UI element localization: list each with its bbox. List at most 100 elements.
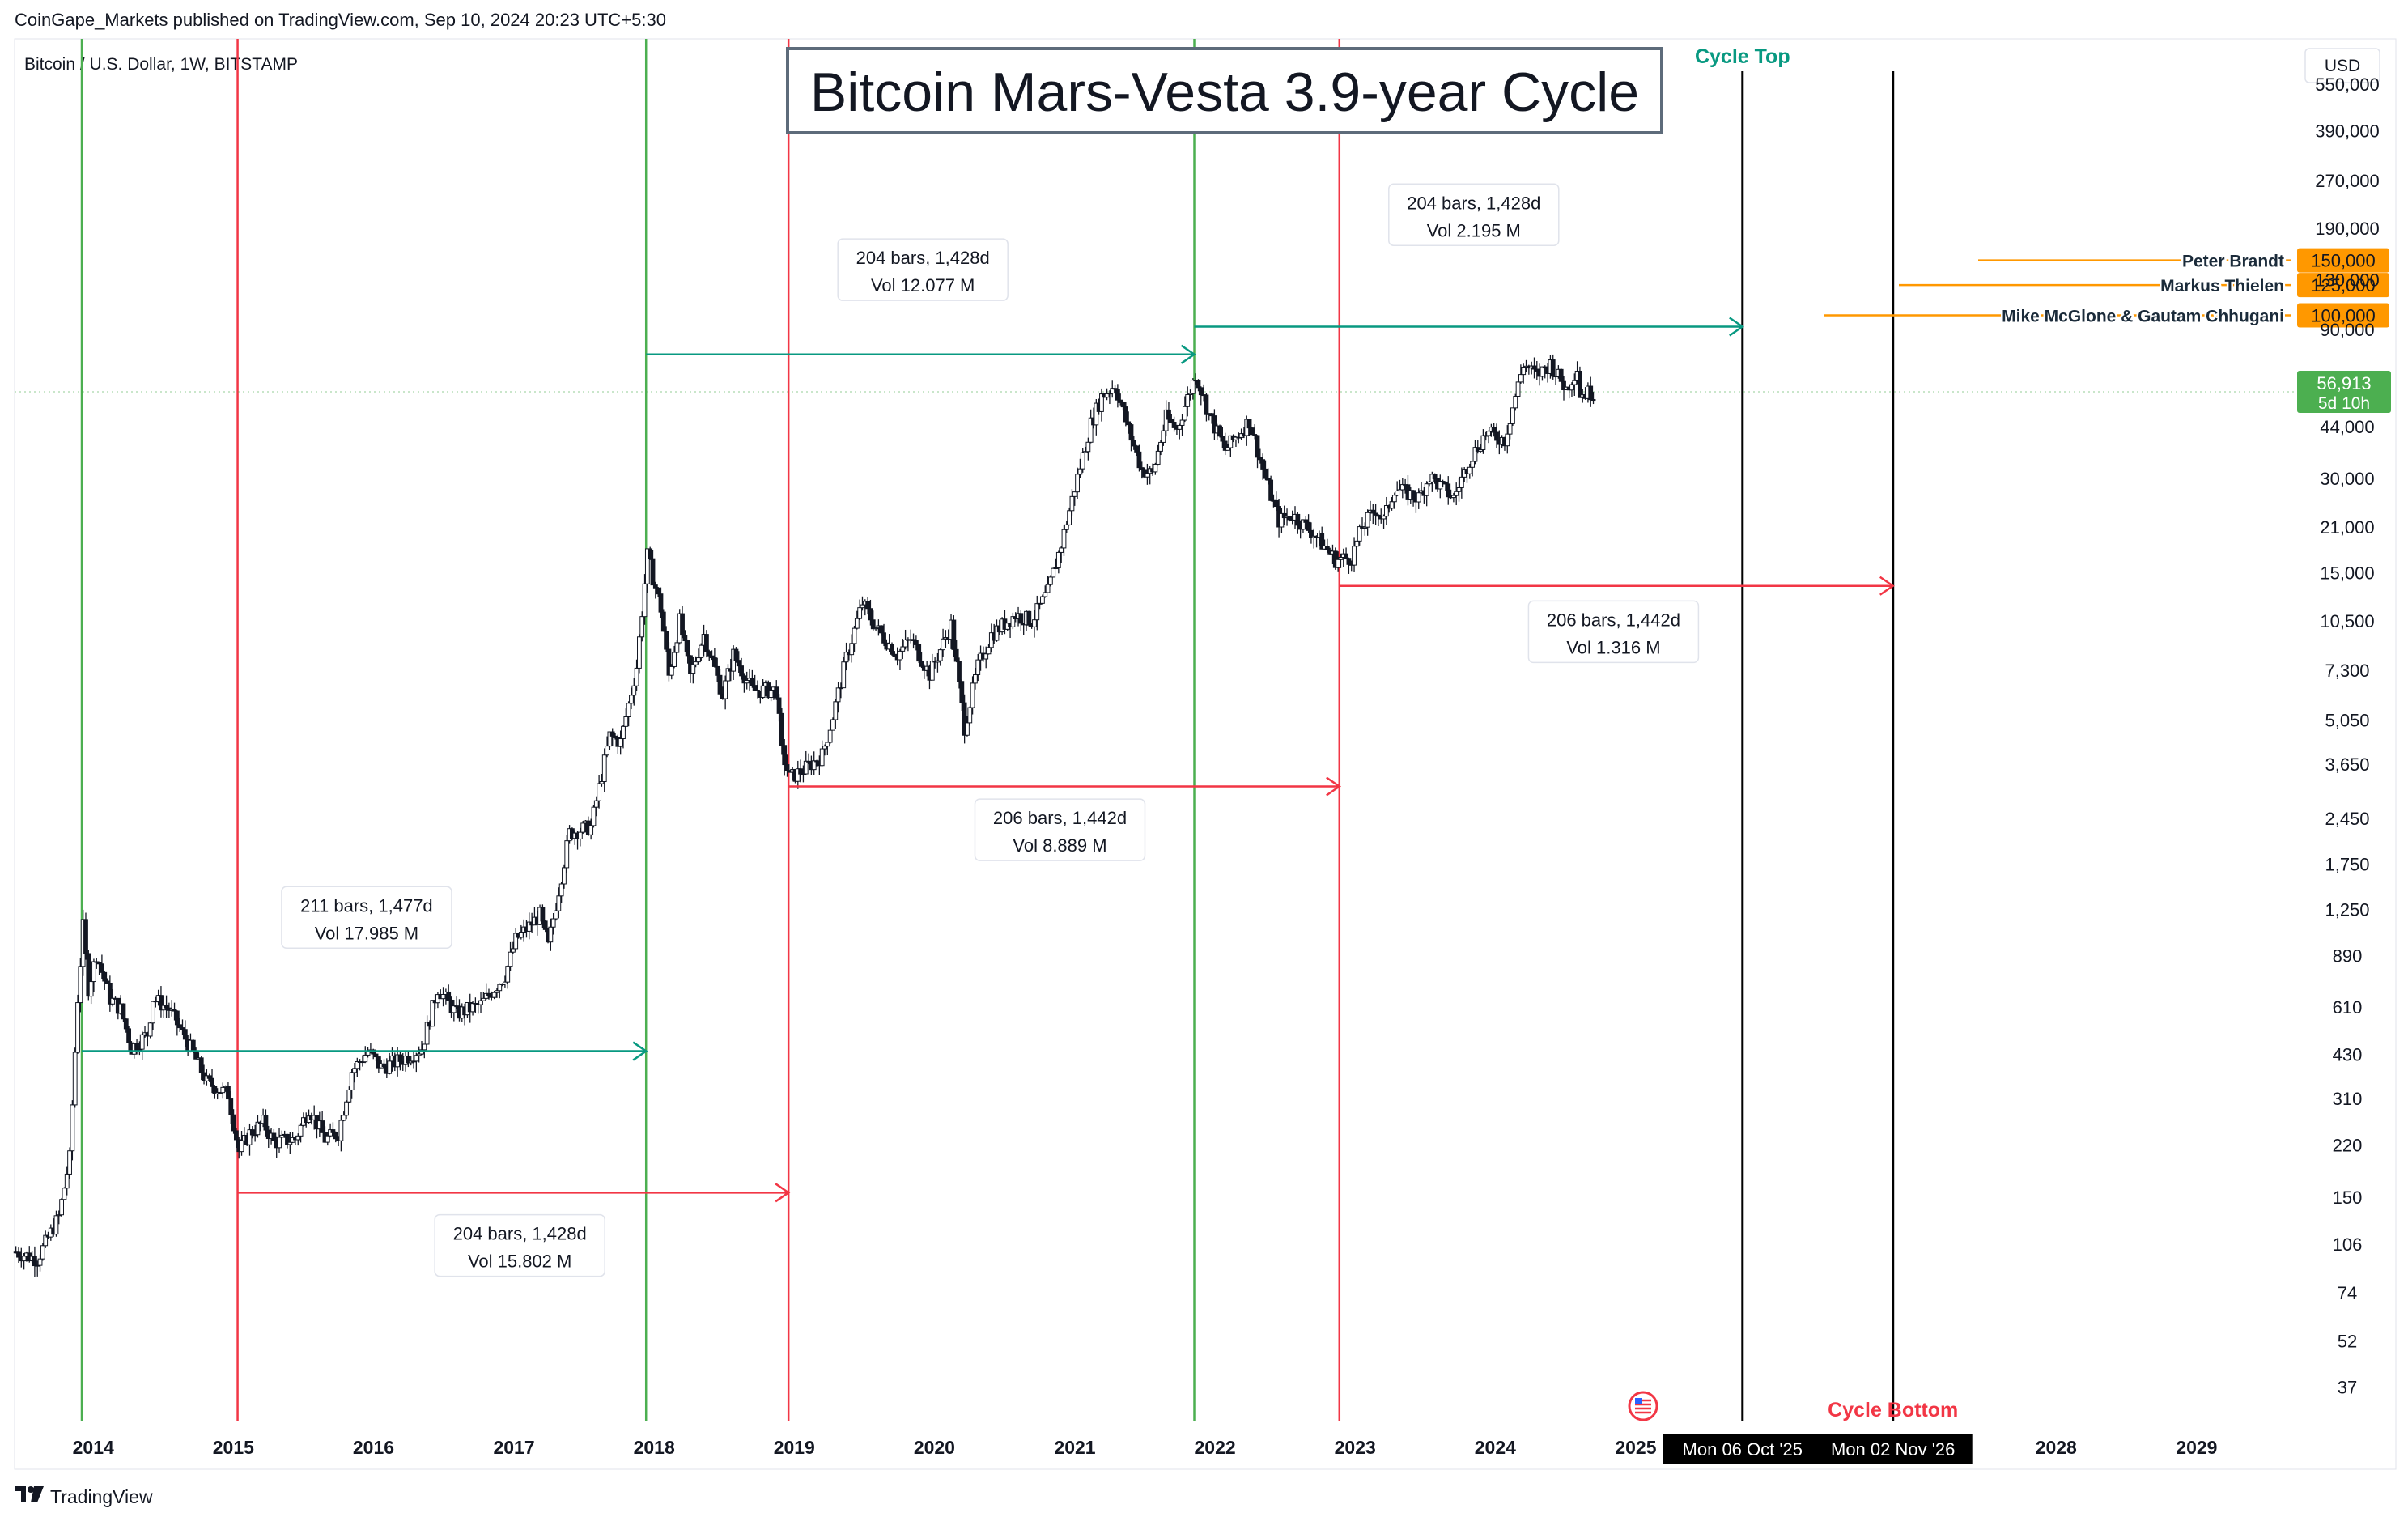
candle-body (325, 1135, 330, 1143)
candle-body (1515, 381, 1521, 397)
candle-body (1507, 423, 1513, 435)
tradingview-logo-text[interactable]: TradingView (50, 1486, 153, 1507)
candle-body (613, 735, 618, 738)
measure-bars-label: 206 bars, 1,442d (1547, 610, 1680, 630)
candle-body (1513, 395, 1518, 409)
y-tick-label: 130,000 (2315, 270, 2380, 291)
candle-body (1067, 510, 1072, 525)
measure-label-box-2 (1388, 183, 1560, 247)
candle-body (363, 1054, 368, 1063)
candle-body (865, 601, 871, 610)
tradingview-logo-icon[interactable] (15, 1485, 45, 1504)
candle-body (1309, 529, 1314, 538)
candle-body (32, 1256, 37, 1267)
footer: TradingView (0, 1475, 2408, 1517)
candle-body (1534, 368, 1540, 372)
candle-body (898, 650, 902, 661)
candle-body (1043, 592, 1048, 597)
chart-title: Bitcoin Mars-Vesta 3.9-year Cycle (810, 62, 1639, 123)
candle-body (1456, 487, 1462, 492)
candle-body (182, 1029, 188, 1040)
candle-body (1131, 440, 1136, 447)
target-badge-2 (2297, 303, 2389, 328)
candle-body (881, 632, 886, 644)
candle-body (478, 1000, 483, 1005)
candle-body (43, 1234, 49, 1247)
candle-body (1265, 478, 1271, 481)
last-price-badge (2297, 370, 2391, 413)
candle-body (935, 660, 941, 663)
y-tick-label: 270,000 (2315, 171, 2380, 191)
candle-body (644, 548, 650, 584)
candle-body (558, 883, 564, 897)
y-tick-label: 30,000 (2320, 469, 2374, 489)
measure-bars-label: 211 bars, 1,477d (300, 895, 433, 916)
candle-body (1161, 430, 1166, 443)
candle-body (1169, 419, 1174, 423)
candle-body (190, 1039, 196, 1052)
candle-body (1257, 457, 1263, 461)
candle-body (983, 653, 989, 660)
candle-body (503, 981, 508, 984)
measure-arrowhead-4 (1326, 776, 1341, 797)
candle-body (210, 1077, 214, 1087)
candle-body (1018, 613, 1024, 624)
candle-body (1459, 476, 1464, 489)
date-badge-1 (1813, 1434, 1973, 1464)
candle-body (1010, 616, 1016, 627)
candle-body (1126, 421, 1132, 426)
candle-body (803, 760, 809, 775)
candle-body (56, 1214, 62, 1217)
candle-body (298, 1124, 304, 1137)
candle-body (1424, 483, 1429, 496)
candle-body (491, 992, 497, 998)
candle-body (986, 647, 992, 655)
candle-body (1590, 399, 1596, 402)
candle-body (104, 980, 110, 984)
candle-body (699, 644, 704, 659)
candle-body (102, 971, 108, 982)
x-tick-label: 2019 (774, 1437, 815, 1458)
candle-body (37, 1258, 43, 1266)
y-tick-label: 15,000 (2320, 563, 2374, 583)
candle-body (965, 722, 970, 736)
candle-body (1059, 547, 1064, 553)
candle-body (1273, 499, 1279, 508)
candle-body (198, 1057, 204, 1073)
candle-body (937, 649, 943, 661)
candle-body (180, 1027, 185, 1030)
candle-body (376, 1056, 381, 1069)
candle-body (1295, 513, 1301, 526)
candle-body (172, 1009, 177, 1012)
candle-body (704, 634, 709, 652)
candle-body (814, 760, 819, 763)
candle-body (601, 754, 607, 783)
candle-body (682, 635, 688, 642)
candle-body (1362, 526, 1368, 529)
candle-body (631, 685, 637, 696)
candle-body (1303, 519, 1309, 523)
y-tick-label: 1,250 (2325, 900, 2369, 920)
candle-body (941, 638, 945, 651)
candle-body (1373, 512, 1378, 516)
candle-body (1397, 489, 1403, 492)
x-tick-label: 2028 (2036, 1437, 2077, 1458)
candle-body (717, 674, 723, 695)
currency-selector (2304, 48, 2380, 83)
candle-body (126, 1028, 132, 1043)
candle-body (35, 1264, 40, 1267)
candle-body (1179, 419, 1185, 426)
x-tick-label: 2015 (213, 1437, 254, 1458)
candle-body (1486, 431, 1491, 436)
candle-body (1561, 380, 1566, 391)
candle-body (860, 604, 865, 609)
candle-body (1217, 425, 1222, 437)
candle-body (890, 644, 894, 655)
candle-body (295, 1135, 301, 1141)
candle-body (373, 1053, 379, 1058)
candle-body (1494, 431, 1499, 441)
title-box (786, 47, 1663, 134)
symbol-label: Bitcoin / U.S. Dollar, 1W, BITSTAMP (24, 55, 298, 74)
candle-body (1255, 435, 1260, 458)
